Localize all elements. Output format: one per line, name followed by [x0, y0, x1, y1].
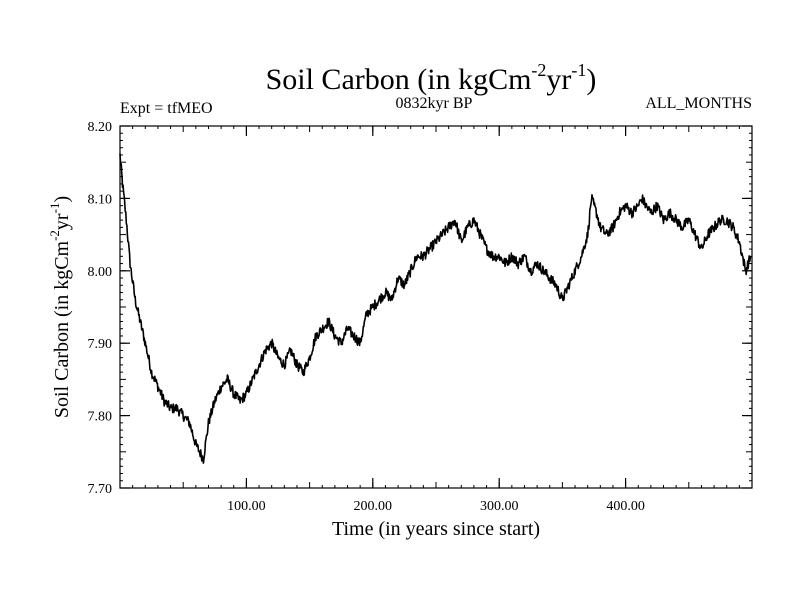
- plot-frame: [119, 125, 753, 489]
- x-axis-title: Time (in years since start): [332, 518, 540, 540]
- series-line-soil-carbon: [119, 153, 752, 464]
- period-label: 0832kyr BP: [396, 95, 473, 112]
- y-tick-label: 7.90: [88, 337, 113, 352]
- x-axis-ticks: 100.00 200.00 300.00 400.00: [227, 126, 645, 514]
- experiment-label: Expt = tfMEO: [120, 100, 213, 117]
- x-tick-label: 100.00: [227, 499, 266, 514]
- minor-ticks: [120, 126, 752, 488]
- y-tick-label: 7.80: [88, 410, 113, 425]
- months-label: ALL_MONTHS: [645, 95, 752, 112]
- x-tick-label: 400.00: [606, 499, 645, 514]
- x-tick-label: 200.00: [354, 499, 393, 514]
- y-axis-ticks: 7.70 7.80 7.90 8.00 8.10 8.20: [88, 120, 752, 497]
- y-tick-label: 8.00: [88, 265, 113, 280]
- chart-title: Soil Carbon (in kgCm-2yr-1): [266, 60, 597, 96]
- y-tick-label: 7.70: [88, 482, 113, 497]
- x-tick-label: 300.00: [480, 499, 519, 514]
- y-tick-label: 8.10: [88, 192, 113, 207]
- y-tick-label: 8.20: [88, 120, 113, 135]
- y-axis-title: Soil Carbon (in kgCm-2yr-1): [47, 196, 73, 418]
